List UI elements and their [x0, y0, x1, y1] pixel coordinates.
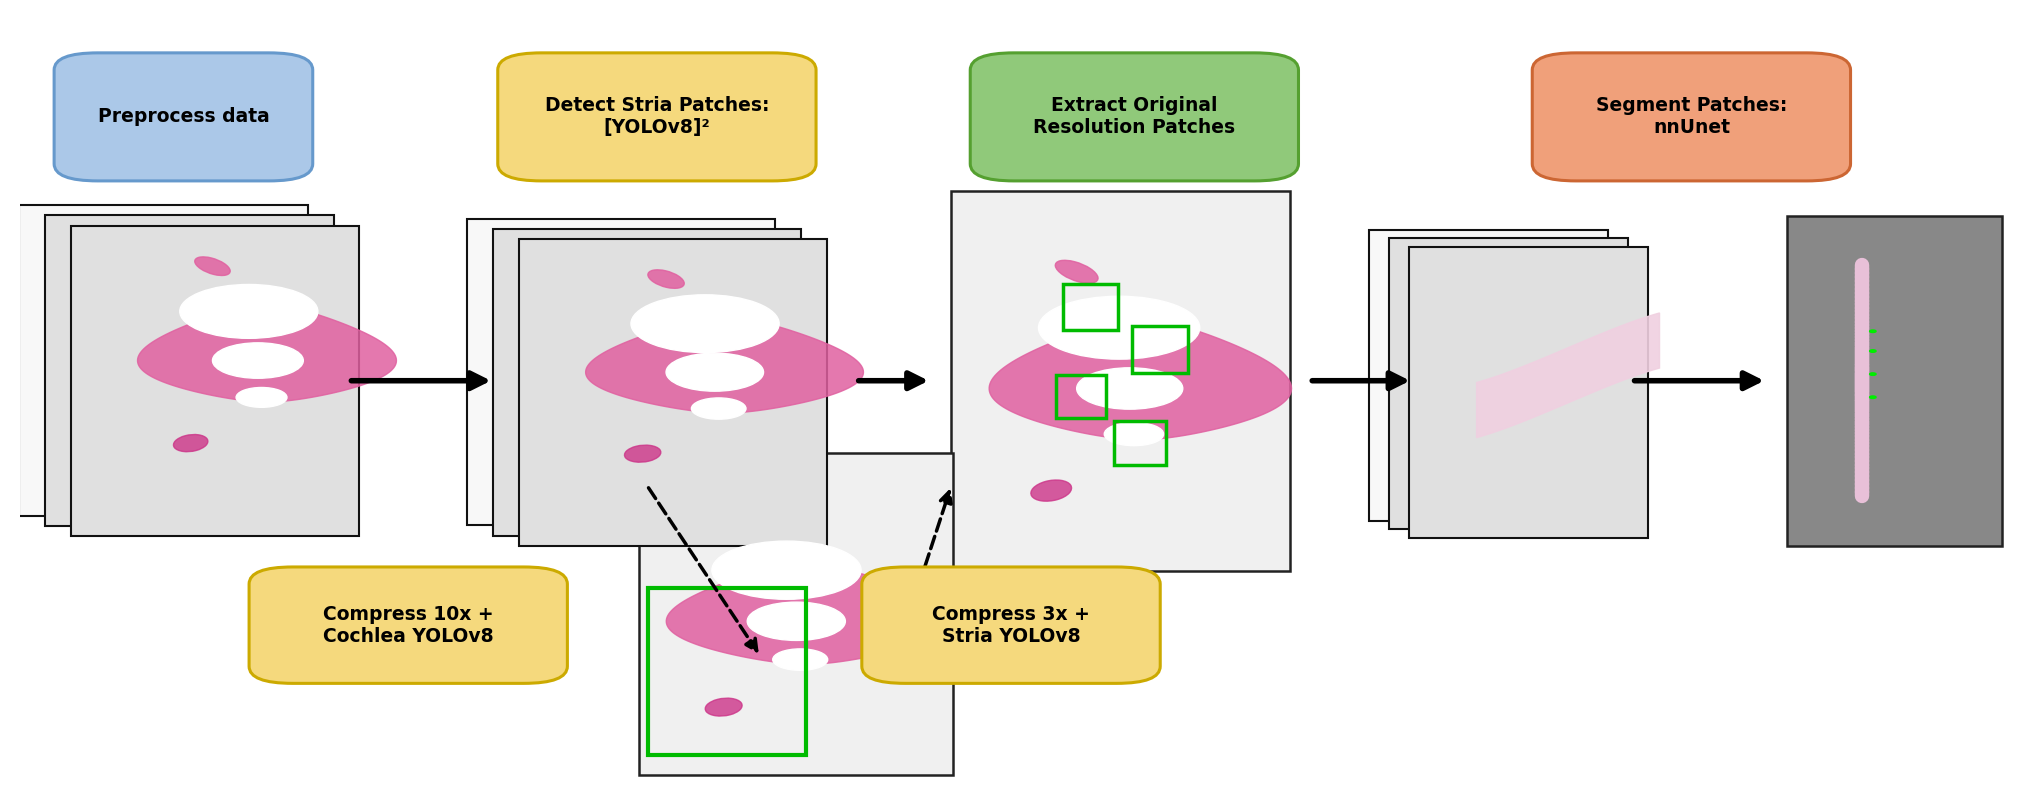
Bar — [518, 239, 826, 546]
Bar — [648, 588, 806, 755]
Bar — [1389, 238, 1628, 530]
Circle shape — [747, 602, 844, 641]
Text: Preprocess data: Preprocess data — [97, 107, 270, 126]
Bar — [1064, 284, 1119, 330]
Bar — [639, 453, 954, 774]
Ellipse shape — [1031, 480, 1072, 501]
Circle shape — [1039, 296, 1200, 359]
FancyBboxPatch shape — [1533, 53, 1851, 181]
Bar — [45, 215, 333, 526]
FancyBboxPatch shape — [970, 53, 1299, 181]
Circle shape — [713, 541, 861, 599]
Bar — [952, 190, 1289, 571]
Polygon shape — [666, 563, 946, 664]
FancyBboxPatch shape — [497, 53, 816, 181]
Ellipse shape — [648, 270, 684, 288]
Ellipse shape — [625, 445, 662, 462]
Ellipse shape — [729, 514, 765, 533]
FancyBboxPatch shape — [863, 567, 1161, 683]
Ellipse shape — [195, 257, 229, 275]
Text: Detect Stria Patches:
[YOLOv8]²: Detect Stria Patches: [YOLOv8]² — [544, 96, 769, 138]
Text: Extract Original
Resolution Patches: Extract Original Resolution Patches — [1033, 96, 1236, 138]
Circle shape — [631, 294, 780, 353]
Circle shape — [181, 285, 319, 338]
Ellipse shape — [1056, 260, 1098, 283]
Circle shape — [1104, 422, 1163, 446]
Circle shape — [1870, 396, 1876, 398]
Bar — [1133, 326, 1188, 373]
Circle shape — [1870, 350, 1876, 352]
FancyBboxPatch shape — [55, 53, 313, 181]
Circle shape — [773, 649, 828, 670]
Text: Compress 3x +
Stria YOLOv8: Compress 3x + Stria YOLOv8 — [932, 605, 1090, 646]
Bar — [20, 206, 309, 516]
Circle shape — [1870, 330, 1876, 333]
FancyBboxPatch shape — [250, 567, 566, 683]
Ellipse shape — [704, 698, 743, 716]
Bar — [493, 229, 802, 535]
Polygon shape — [138, 305, 396, 402]
Bar — [1409, 247, 1648, 538]
Circle shape — [213, 343, 302, 378]
Circle shape — [692, 398, 745, 419]
Circle shape — [1870, 373, 1876, 375]
Bar — [1114, 421, 1165, 465]
Bar — [71, 226, 359, 536]
Bar — [1056, 375, 1106, 418]
Polygon shape — [1476, 313, 1661, 438]
Circle shape — [235, 387, 286, 407]
Ellipse shape — [173, 434, 207, 452]
Circle shape — [666, 353, 763, 391]
Bar — [467, 219, 775, 526]
Bar — [1786, 216, 2002, 546]
Bar — [1368, 230, 1608, 521]
Circle shape — [1076, 368, 1183, 409]
Polygon shape — [989, 319, 1291, 440]
Polygon shape — [587, 317, 863, 413]
Text: Compress 10x +
Cochlea YOLOv8: Compress 10x + Cochlea YOLOv8 — [323, 605, 493, 646]
Text: Segment Patches:
nnUnet: Segment Patches: nnUnet — [1596, 96, 1786, 138]
